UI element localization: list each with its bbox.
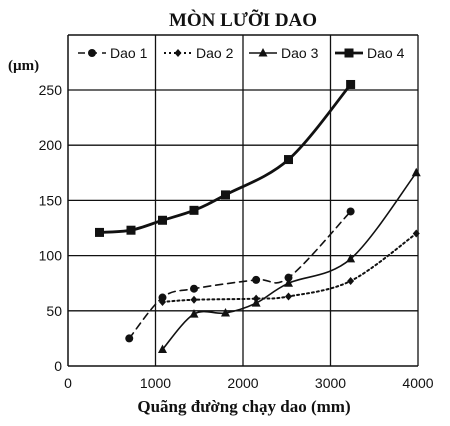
data-point — [158, 215, 167, 225]
legend-item: Dao 4 — [335, 45, 405, 61]
x-tick-label: 4000 — [402, 375, 433, 391]
legend: Dao 1 Dao 2 Dao 3 Dao 4 — [78, 45, 405, 61]
axes — [67, 34, 418, 367]
data-point — [158, 293, 167, 302]
data-point — [189, 205, 199, 215]
data-point — [159, 297, 166, 306]
tick-labels: 0 50 100 150 200 250 0 1000 2000 3000 4000 — [39, 82, 434, 391]
data-point — [346, 79, 356, 89]
x-tick-label: 2000 — [227, 375, 258, 391]
legend-label: Dao 4 — [367, 45, 405, 61]
x-tick-label: 3000 — [315, 375, 346, 391]
grid-lines — [68, 35, 419, 366]
data-point — [412, 229, 420, 238]
legend-label: Dao 2 — [196, 45, 234, 61]
legend-item: Dao 3 — [249, 45, 319, 61]
data-point — [284, 273, 293, 282]
y-tick-label: 200 — [39, 137, 63, 153]
series-dao-1 — [125, 207, 355, 343]
y-tick-label: 250 — [39, 82, 63, 98]
x-tick-label: 0 — [64, 375, 72, 391]
data-point — [347, 276, 355, 285]
x-tick-label: 1000 — [140, 375, 171, 391]
data-point — [221, 308, 230, 317]
y-axis-label: (µm) — [8, 58, 39, 74]
data-point — [411, 167, 421, 177]
series-group — [95, 79, 421, 353]
data-point — [190, 284, 198, 293]
y-tick-label: 150 — [39, 192, 63, 208]
series-dao-2 — [159, 229, 420, 306]
legend-item: Dao 2 — [164, 45, 234, 61]
y-tick-label: 50 — [46, 303, 62, 319]
data-point — [252, 275, 261, 284]
data-point — [95, 227, 104, 237]
data-point — [221, 190, 230, 200]
legend-marker — [174, 49, 182, 57]
series-line — [161, 232, 418, 303]
data-point — [125, 334, 134, 343]
data-point — [346, 253, 356, 263]
y-tick-label: 0 — [54, 358, 62, 374]
x-axis-label: Quãng đường chạy dao (mm) — [137, 397, 350, 416]
series-dao-3 — [158, 167, 421, 353]
data-point — [284, 155, 293, 165]
legend-item: Dao 1 — [78, 45, 148, 61]
data-point — [126, 225, 136, 235]
data-point — [190, 295, 198, 304]
series-dao-4 — [95, 79, 356, 237]
data-point — [285, 292, 292, 301]
data-point — [346, 207, 355, 216]
legend-label: Dao 3 — [281, 45, 319, 61]
series-line — [161, 172, 418, 351]
data-point — [284, 278, 293, 287]
legend-marker — [344, 48, 354, 58]
legend-label: Dao 1 — [110, 45, 148, 61]
data-point — [189, 309, 199, 318]
y-tick-label: 100 — [39, 248, 63, 264]
series-line — [98, 83, 353, 234]
legend-marker — [258, 48, 268, 57]
data-point — [251, 298, 261, 307]
data-point — [158, 344, 167, 353]
legend-marker — [88, 49, 96, 57]
chart-title: MÒN LƯỠI DAO — [169, 9, 317, 31]
